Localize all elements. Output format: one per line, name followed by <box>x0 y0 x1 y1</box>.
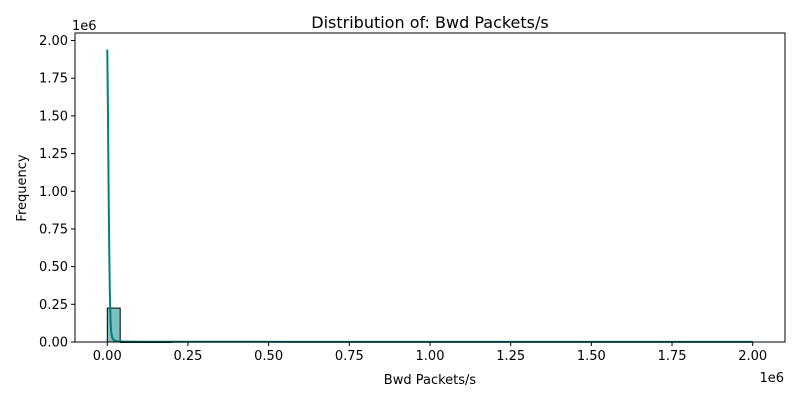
x-tick-label-5: 1.25 <box>496 349 525 364</box>
x-tick-label-3: 0.75 <box>335 349 364 364</box>
y-tick-label-0: 0.00 <box>39 336 68 351</box>
chart-title: Distribution of: Bwd Packets/s <box>311 13 548 32</box>
y-tick-label-8: 2.00 <box>39 34 68 49</box>
x-tick-label-2: 0.50 <box>254 349 283 364</box>
x-tick-label-6: 1.50 <box>577 349 606 364</box>
y-tick-label-7: 1.75 <box>39 72 68 87</box>
y-axis-label: Frequency <box>15 154 30 221</box>
x-axis-label: Bwd Packets/s <box>384 373 477 388</box>
x-tick-label-0: 0.00 <box>93 349 122 364</box>
histogram-bar-0 <box>106 307 121 343</box>
y-tick-label-1: 0.25 <box>39 298 68 313</box>
x-offset-label: 1e6 <box>759 371 784 386</box>
x-tick-label-1: 0.25 <box>173 349 202 364</box>
y-tick-label-2: 0.50 <box>39 260 68 275</box>
y-tick-label-5: 1.25 <box>39 147 68 162</box>
x-tick-label-7: 1.75 <box>658 349 687 364</box>
y-tick-label-4: 1.00 <box>39 185 68 200</box>
plot-area: 0.00 0.25 0.50 0.75 1.00 1.25 1.50 1.75 2.00 0.00… <box>39 32 786 364</box>
x-tick-label-4: 1.00 <box>416 349 445 364</box>
y-offset-label: 1e6 <box>72 19 97 34</box>
y-tick-label-6: 1.50 <box>39 109 68 124</box>
y-tick-label-3: 0.75 <box>39 222 68 237</box>
x-tick-label-8: 2.00 <box>738 349 767 364</box>
